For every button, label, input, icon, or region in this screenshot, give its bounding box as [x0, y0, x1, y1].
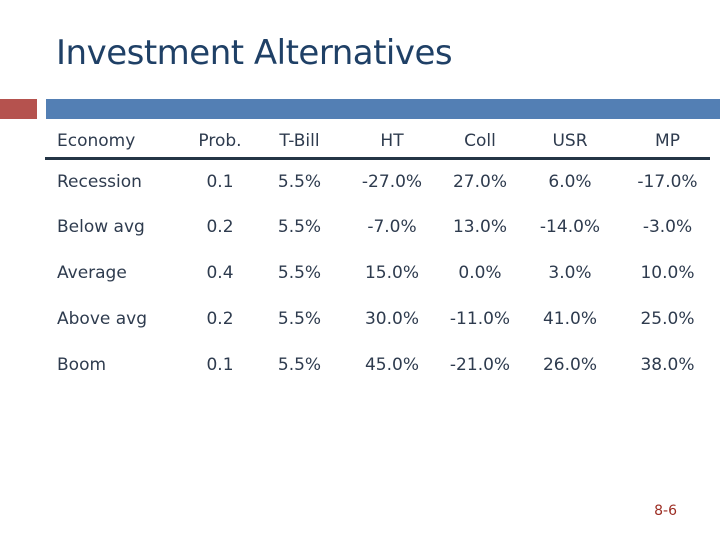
value-cell: 13.0% [452, 217, 507, 237]
column-header-usr: USR [515, 125, 625, 160]
investment-table: Economy Prob. T-Bill HT Coll USR MP Recession 0… [45, 125, 710, 388]
value-cell: 0.4 [206, 263, 234, 283]
value-cell: 10.0% [640, 263, 695, 283]
value-cell: 0.2 [206, 217, 234, 237]
economy-label-cell: Below avg [57, 217, 145, 237]
value-cell: -14.0% [539, 217, 601, 237]
value-cell: 6.0% [548, 171, 592, 192]
column-header-economy: Economy [45, 125, 180, 160]
value-cell: 25.0% [640, 309, 695, 329]
value-cell: 15.0% [364, 263, 419, 283]
value-cell: 38.0% [640, 355, 695, 375]
value-cell: -27.0% [361, 171, 423, 192]
column-header-coll: Coll [445, 125, 515, 160]
economy-label-cell: Boom [57, 355, 107, 375]
accent-red-square [0, 99, 37, 119]
value-cell: 30.0% [364, 309, 419, 329]
table-row: Above avg 0.2 5.5% 30.0% -11.0% 41.0% 25.0% [45, 296, 710, 342]
economy-label-cell: Above avg [57, 309, 148, 329]
value-cell: -21.0% [449, 355, 511, 375]
value-cell: 41.0% [542, 309, 597, 329]
value-cell: 5.5% [277, 309, 322, 329]
value-cell: 27.0% [452, 171, 507, 192]
value-cell: 26.0% [542, 355, 597, 375]
column-header-prob: Prob. [180, 125, 260, 160]
column-header-ht: HT [339, 125, 445, 160]
value-cell: 5.5% [277, 217, 322, 237]
investment-table-container: Economy Prob. T-Bill HT Coll USR MP Recession 0… [45, 125, 710, 388]
value-cell: 0.1 [206, 355, 234, 375]
value-cell: 0.2 [206, 309, 234, 329]
table-row: Below avg 0.2 5.5% -7.0% 13.0% -14.0% -3.0% [45, 204, 710, 250]
value-cell: -11.0% [449, 309, 511, 329]
value-cell: -7.0% [367, 217, 417, 237]
value-cell: 5.5% [277, 171, 322, 192]
table-header-row: Economy Prob. T-Bill HT Coll USR MP [45, 125, 710, 160]
page-number: 8-6 [654, 503, 677, 519]
value-cell: 0.1 [206, 171, 234, 192]
slide-title: Investment Alternatives [56, 33, 453, 73]
economy-label-cell: Recession [57, 171, 142, 192]
accent-blue-bar [46, 99, 720, 119]
value-cell: 3.0% [548, 263, 592, 283]
economy-label-cell: Average [57, 263, 127, 283]
value-cell: -17.0% [637, 171, 698, 192]
column-header-mp: MP [625, 125, 710, 160]
value-cell: 5.5% [277, 263, 322, 283]
table-row: Average 0.4 5.5% 15.0% 0.0% 3.0% 10.0% [45, 250, 710, 296]
value-cell: 0.0% [458, 263, 502, 283]
table-row: Boom 0.1 5.5% 45.0% -21.0% 26.0% 38.0% [45, 342, 710, 388]
table-row: Recession 0.1 5.5% -27.0% 27.0% 6.0% -17.0% [45, 158, 710, 204]
value-cell: 5.5% [277, 355, 322, 375]
value-cell: -3.0% [642, 217, 693, 237]
column-header-tbill: T-Bill [260, 125, 339, 160]
table-body: Recession 0.1 5.5% -27.0% 27.0% 6.0% -17.0% Bel… [45, 158, 710, 388]
value-cell: 45.0% [364, 355, 419, 375]
